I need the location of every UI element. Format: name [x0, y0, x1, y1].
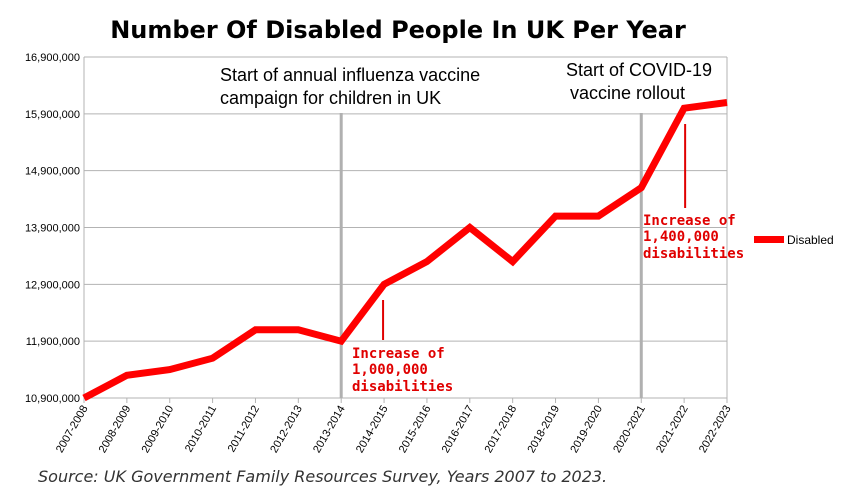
y-tick-label: 14,900,000	[25, 166, 80, 178]
x-tick-label: 2022-2023	[697, 404, 734, 456]
x-tick-label: 2008-2009	[97, 404, 134, 456]
x-tick-label: 2007-2008	[54, 404, 91, 456]
influenza-annotation-line1: Start of annual influenza vaccine	[220, 65, 480, 85]
y-tick-label: 13,900,000	[25, 223, 80, 235]
x-tick-label: 2019-2020	[568, 404, 605, 456]
x-tick-label: 2010-2011	[183, 404, 219, 455]
x-tick-label: 2017-2018	[483, 404, 520, 456]
legend-swatch-disabled	[754, 236, 784, 243]
covid-annotation-line1: Start of COVID-19	[566, 60, 712, 80]
y-tick-label: 11,900,000	[26, 336, 80, 348]
increase-pointers	[382, 124, 687, 340]
series-disabled	[82, 99, 728, 402]
x-tick-label: 2014-2015	[354, 404, 391, 456]
y-tick-label: 15,900,000	[25, 109, 80, 121]
y-tick-label: 16,900,000	[25, 52, 80, 64]
increase2-line2: 1,400,000	[643, 229, 719, 245]
increase1-line1: Increase of	[352, 346, 445, 362]
chart-title: Number Of Disabled People In UK Per Year	[110, 16, 686, 44]
x-tick-label: 2015-2016	[397, 404, 434, 456]
increase2-line1: Increase of	[643, 213, 736, 229]
x-tick-label: 2013-2014	[311, 404, 348, 456]
increase1-line2: 1,000,000	[352, 362, 428, 378]
series-line-disabled	[82, 99, 728, 402]
legend-label-disabled: Disabled	[787, 233, 834, 247]
increase2-line3: disabilities	[643, 246, 744, 262]
x-tick-label: 2018-2019	[525, 404, 562, 456]
x-tick-label: 2021-2022	[654, 404, 691, 456]
y-tick-label: 12,900,000	[25, 279, 80, 291]
covid-annotation-line2: vaccine rollout	[570, 83, 685, 103]
y-tick-label: 10,900,000	[25, 393, 80, 405]
x-tick-label: 2016-2017	[440, 404, 477, 456]
y-axis-ticks: 10,900,000 11,900,000 12,900,000 13,900,000…	[25, 52, 80, 405]
x-tick-label: 2020-2021	[611, 404, 648, 456]
annotation-vertical-lines	[339, 113, 643, 398]
gridlines	[83, 56, 728, 399]
x-tick-label: 2009-2010	[140, 404, 177, 456]
x-axis-ticks: 2007-2008 2008-2009 2009-2010 2010-2011 2011…	[54, 398, 734, 455]
x-tick-label: 2011-2012	[226, 404, 262, 455]
influenza-annotation-line2: campaign for children in UK	[220, 88, 441, 108]
source-caption: Source: UK Government Family Resources S…	[38, 467, 607, 486]
x-tick-label: 2012-2013	[268, 404, 305, 456]
increase1-line3: disabilities	[352, 379, 453, 395]
